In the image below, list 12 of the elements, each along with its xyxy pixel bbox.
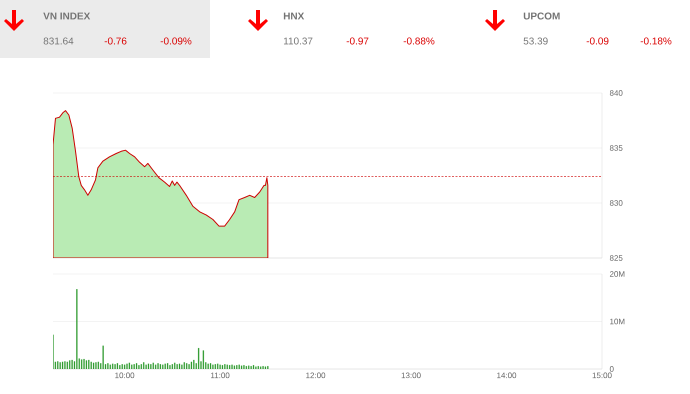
text: -0.76	[104, 37, 126, 45]
text: -0.88%	[404, 37, 434, 45]
text: 53.39	[524, 37, 548, 45]
text: 831.64	[44, 37, 74, 45]
text: -0.18%	[640, 37, 672, 45]
text: VN INDEX	[43, 12, 90, 20]
text: 110.37	[284, 37, 312, 45]
text: HNX	[284, 12, 304, 20]
text: -0.09	[586, 37, 608, 45]
text: -0.97	[346, 37, 368, 45]
text: -0.09%	[160, 37, 192, 45]
text: UPCOM	[524, 12, 560, 20]
